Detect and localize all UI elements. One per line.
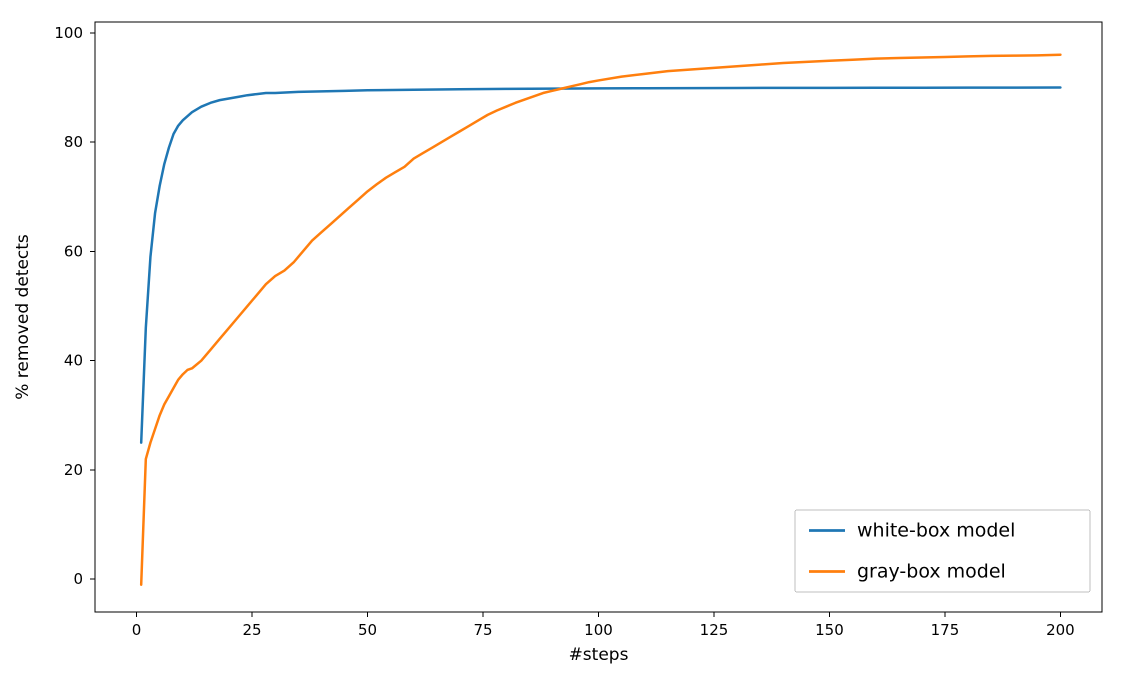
x-tick-label: 25 xyxy=(243,621,262,639)
x-tick-label: 200 xyxy=(1046,621,1075,639)
x-axis-label: #steps xyxy=(569,645,629,665)
legend-label: white-box model xyxy=(857,520,1015,542)
x-tick-label: 0 xyxy=(132,621,142,639)
x-tick-label: 125 xyxy=(700,621,729,639)
x-tick-label: 150 xyxy=(815,621,844,639)
legend-label: gray-box model xyxy=(857,561,1006,583)
chart-svg: 0 25 50 75 100 125 150 175 200 0 20 40 60 80 100 #steps… xyxy=(0,0,1125,685)
y-tick-label: 0 xyxy=(73,570,83,588)
x-tick-label: 75 xyxy=(473,621,492,639)
legend: white-box model gray-box model xyxy=(795,510,1090,592)
y-tick-label: 60 xyxy=(64,242,83,260)
y-tick-label: 80 xyxy=(64,133,83,151)
x-tick-label: 175 xyxy=(931,621,960,639)
line-chart: 0 25 50 75 100 125 150 175 200 0 20 40 60 80 100 #steps… xyxy=(0,0,1125,685)
x-tick-label: 50 xyxy=(358,621,377,639)
y-tick-label: 40 xyxy=(64,352,83,370)
y-axis-label: % removed detects xyxy=(13,234,33,400)
x-tick-label: 100 xyxy=(584,621,613,639)
y-tick-label: 100 xyxy=(54,24,83,42)
y-tick-label: 20 xyxy=(64,461,83,479)
